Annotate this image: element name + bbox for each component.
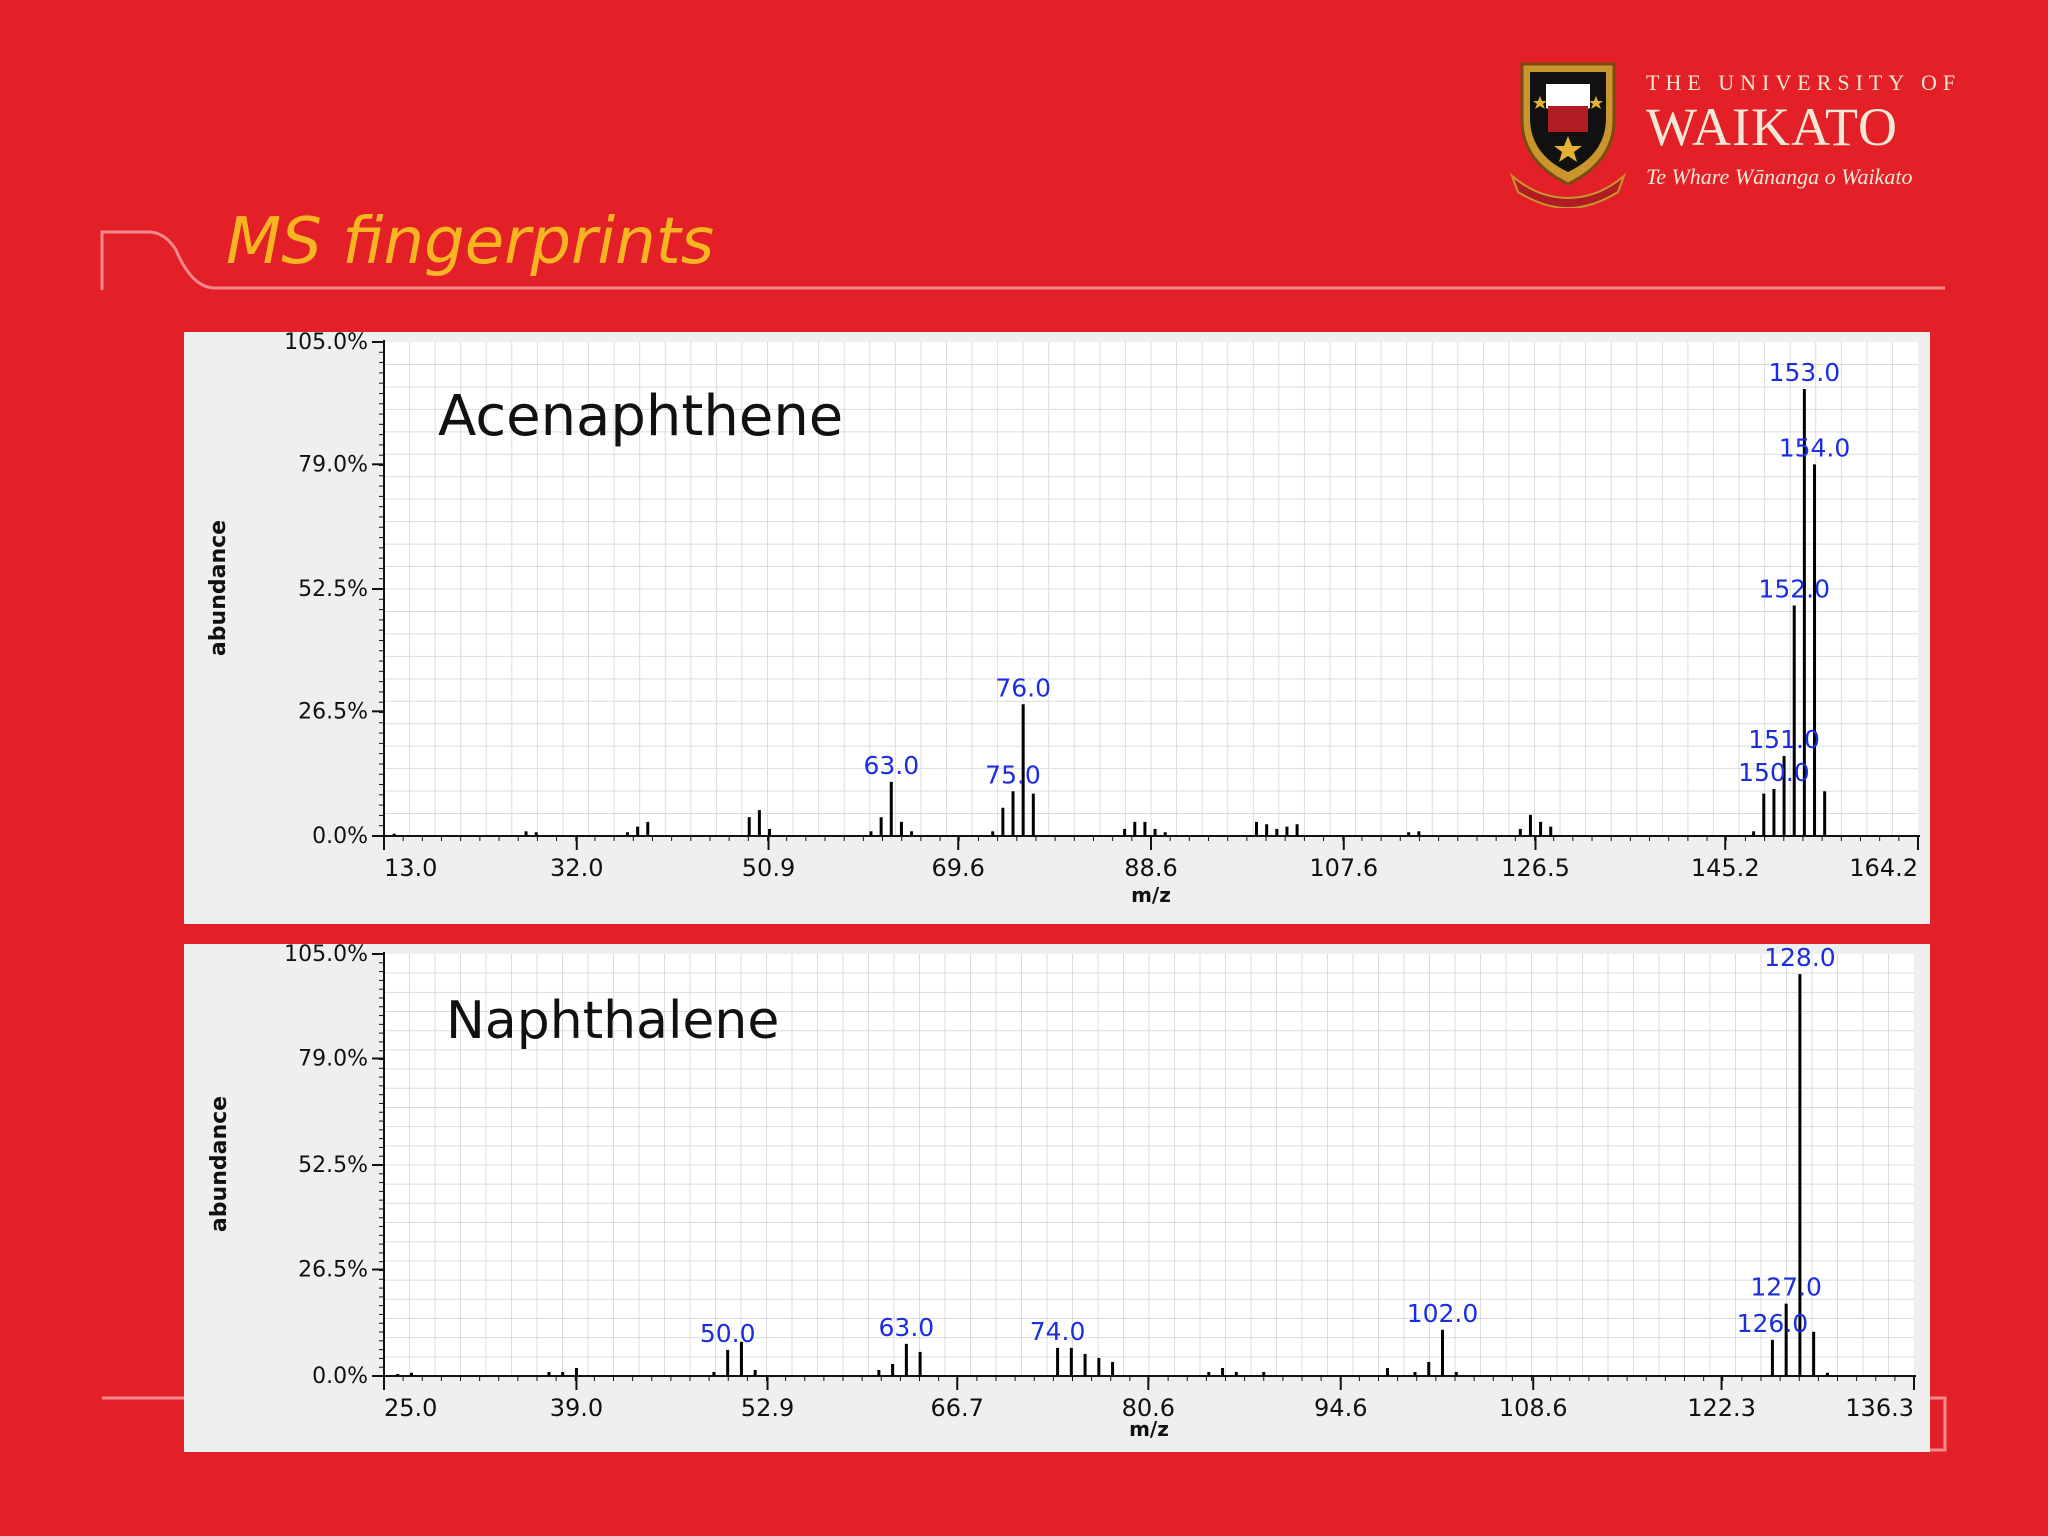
peak-label: 126.0: [1737, 1309, 1809, 1338]
grid: [384, 342, 1918, 836]
grid: [384, 954, 1914, 1376]
y-tick-label: 79.0%: [298, 1046, 368, 1071]
peak-label: 128.0: [1764, 944, 1836, 972]
title-underline: [100, 230, 1945, 290]
y-tick-label: 105.0%: [284, 944, 368, 967]
mass-spectrum-naphthalene: 105.0% 79.0% 52.5% 26.5% 0.0% 25.0 39.0 52.9 66.…: [207, 944, 1916, 1441]
peak-label: 151.0: [1748, 725, 1820, 754]
x-tick-label: 94.6: [1314, 1394, 1367, 1422]
mass-spectrum-acenaphthene: 105.0% 79.0% 52.5% 26.5% 0.0% 13.0 32.0 50.9 69.…: [206, 332, 1920, 907]
logo-line-3: Te Whare Wānanga o Waikato: [1646, 164, 1913, 189]
x-tick-label: 13.0: [384, 854, 437, 882]
y-axis-label: abundance: [207, 1096, 232, 1232]
x-tick-label: 145.2: [1691, 854, 1760, 882]
logo-line-1: THE UNIVERSITY OF: [1646, 70, 1962, 95]
y-tick-label: 79.0%: [298, 452, 368, 477]
x-tick-label: 126.5: [1501, 854, 1570, 882]
x-tick-label: 25.0: [384, 1394, 437, 1422]
peak-label: 50.0: [700, 1319, 756, 1348]
peak-label: 127.0: [1750, 1273, 1822, 1302]
x-tick-label: 80.6: [1122, 1394, 1175, 1422]
peak-label: 63.0: [879, 1313, 935, 1342]
peak-label: 102.0: [1407, 1299, 1479, 1328]
x-tick-label: 122.3: [1687, 1394, 1756, 1422]
logo-line-2: WAIKATO: [1646, 97, 1898, 157]
x-tick-label: 32.0: [550, 854, 603, 882]
chart-panel-naphthalene: 105.0% 79.0% 52.5% 26.5% 0.0% 25.0 39.0 52.9 66.…: [184, 944, 1930, 1452]
x-tick-label: 164.2: [1849, 854, 1918, 882]
x-tick-label: 69.6: [932, 854, 985, 882]
y-tick-label: 26.5%: [298, 699, 368, 724]
x-tick-label: 136.3: [1845, 1394, 1914, 1422]
x-tick-label: 107.6: [1309, 854, 1378, 882]
y-tick-label: 52.5%: [298, 577, 368, 602]
x-axis-label: m/z: [1129, 1417, 1169, 1441]
peak-label: 74.0: [1030, 1317, 1086, 1346]
y-axis-label: abundance: [206, 520, 231, 656]
y-tick-label: 105.0%: [284, 332, 368, 355]
x-axis-label: m/z: [1131, 883, 1171, 907]
peak-label: 150.0: [1738, 758, 1810, 787]
peak-label: 63.0: [863, 751, 919, 780]
y-tick-label: 0.0%: [312, 824, 368, 849]
x-tick-label: 52.9: [741, 1394, 794, 1422]
x-tick-label: 108.6: [1499, 1394, 1568, 1422]
x-tick-label: 88.6: [1124, 854, 1177, 882]
peak-label: 75.0: [985, 760, 1041, 789]
x-tick-label: 39.0: [550, 1394, 603, 1422]
x-tick-label: 66.7: [931, 1394, 984, 1422]
peaks: [396, 974, 1829, 1376]
slide-title: MS fingerprints: [226, 205, 715, 279]
chart-title: Naphthalene: [446, 991, 779, 1051]
chart-title: Acenaphthene: [438, 384, 843, 449]
peak-label: 154.0: [1779, 433, 1851, 462]
peaks: [392, 389, 1827, 836]
university-logo: THE UNIVERSITY OF WAIKATO Te Whare Wānan…: [1508, 58, 2008, 208]
peak-label: 152.0: [1758, 574, 1830, 603]
y-tick-label: 0.0%: [312, 1364, 368, 1389]
x-tick-label: 50.9: [742, 854, 795, 882]
y-tick-label: 26.5%: [298, 1257, 368, 1282]
chart-panel-acenaphthene: 105.0% 79.0% 52.5% 26.5% 0.0% 13.0 32.0 50.9 69.…: [184, 332, 1930, 924]
crest-icon: [1509, 62, 1627, 208]
footer-corner: [1930, 1396, 1947, 1452]
y-tick-label: 52.5%: [298, 1153, 368, 1178]
peak-label: 153.0: [1769, 358, 1841, 387]
peak-label: 76.0: [995, 673, 1051, 702]
